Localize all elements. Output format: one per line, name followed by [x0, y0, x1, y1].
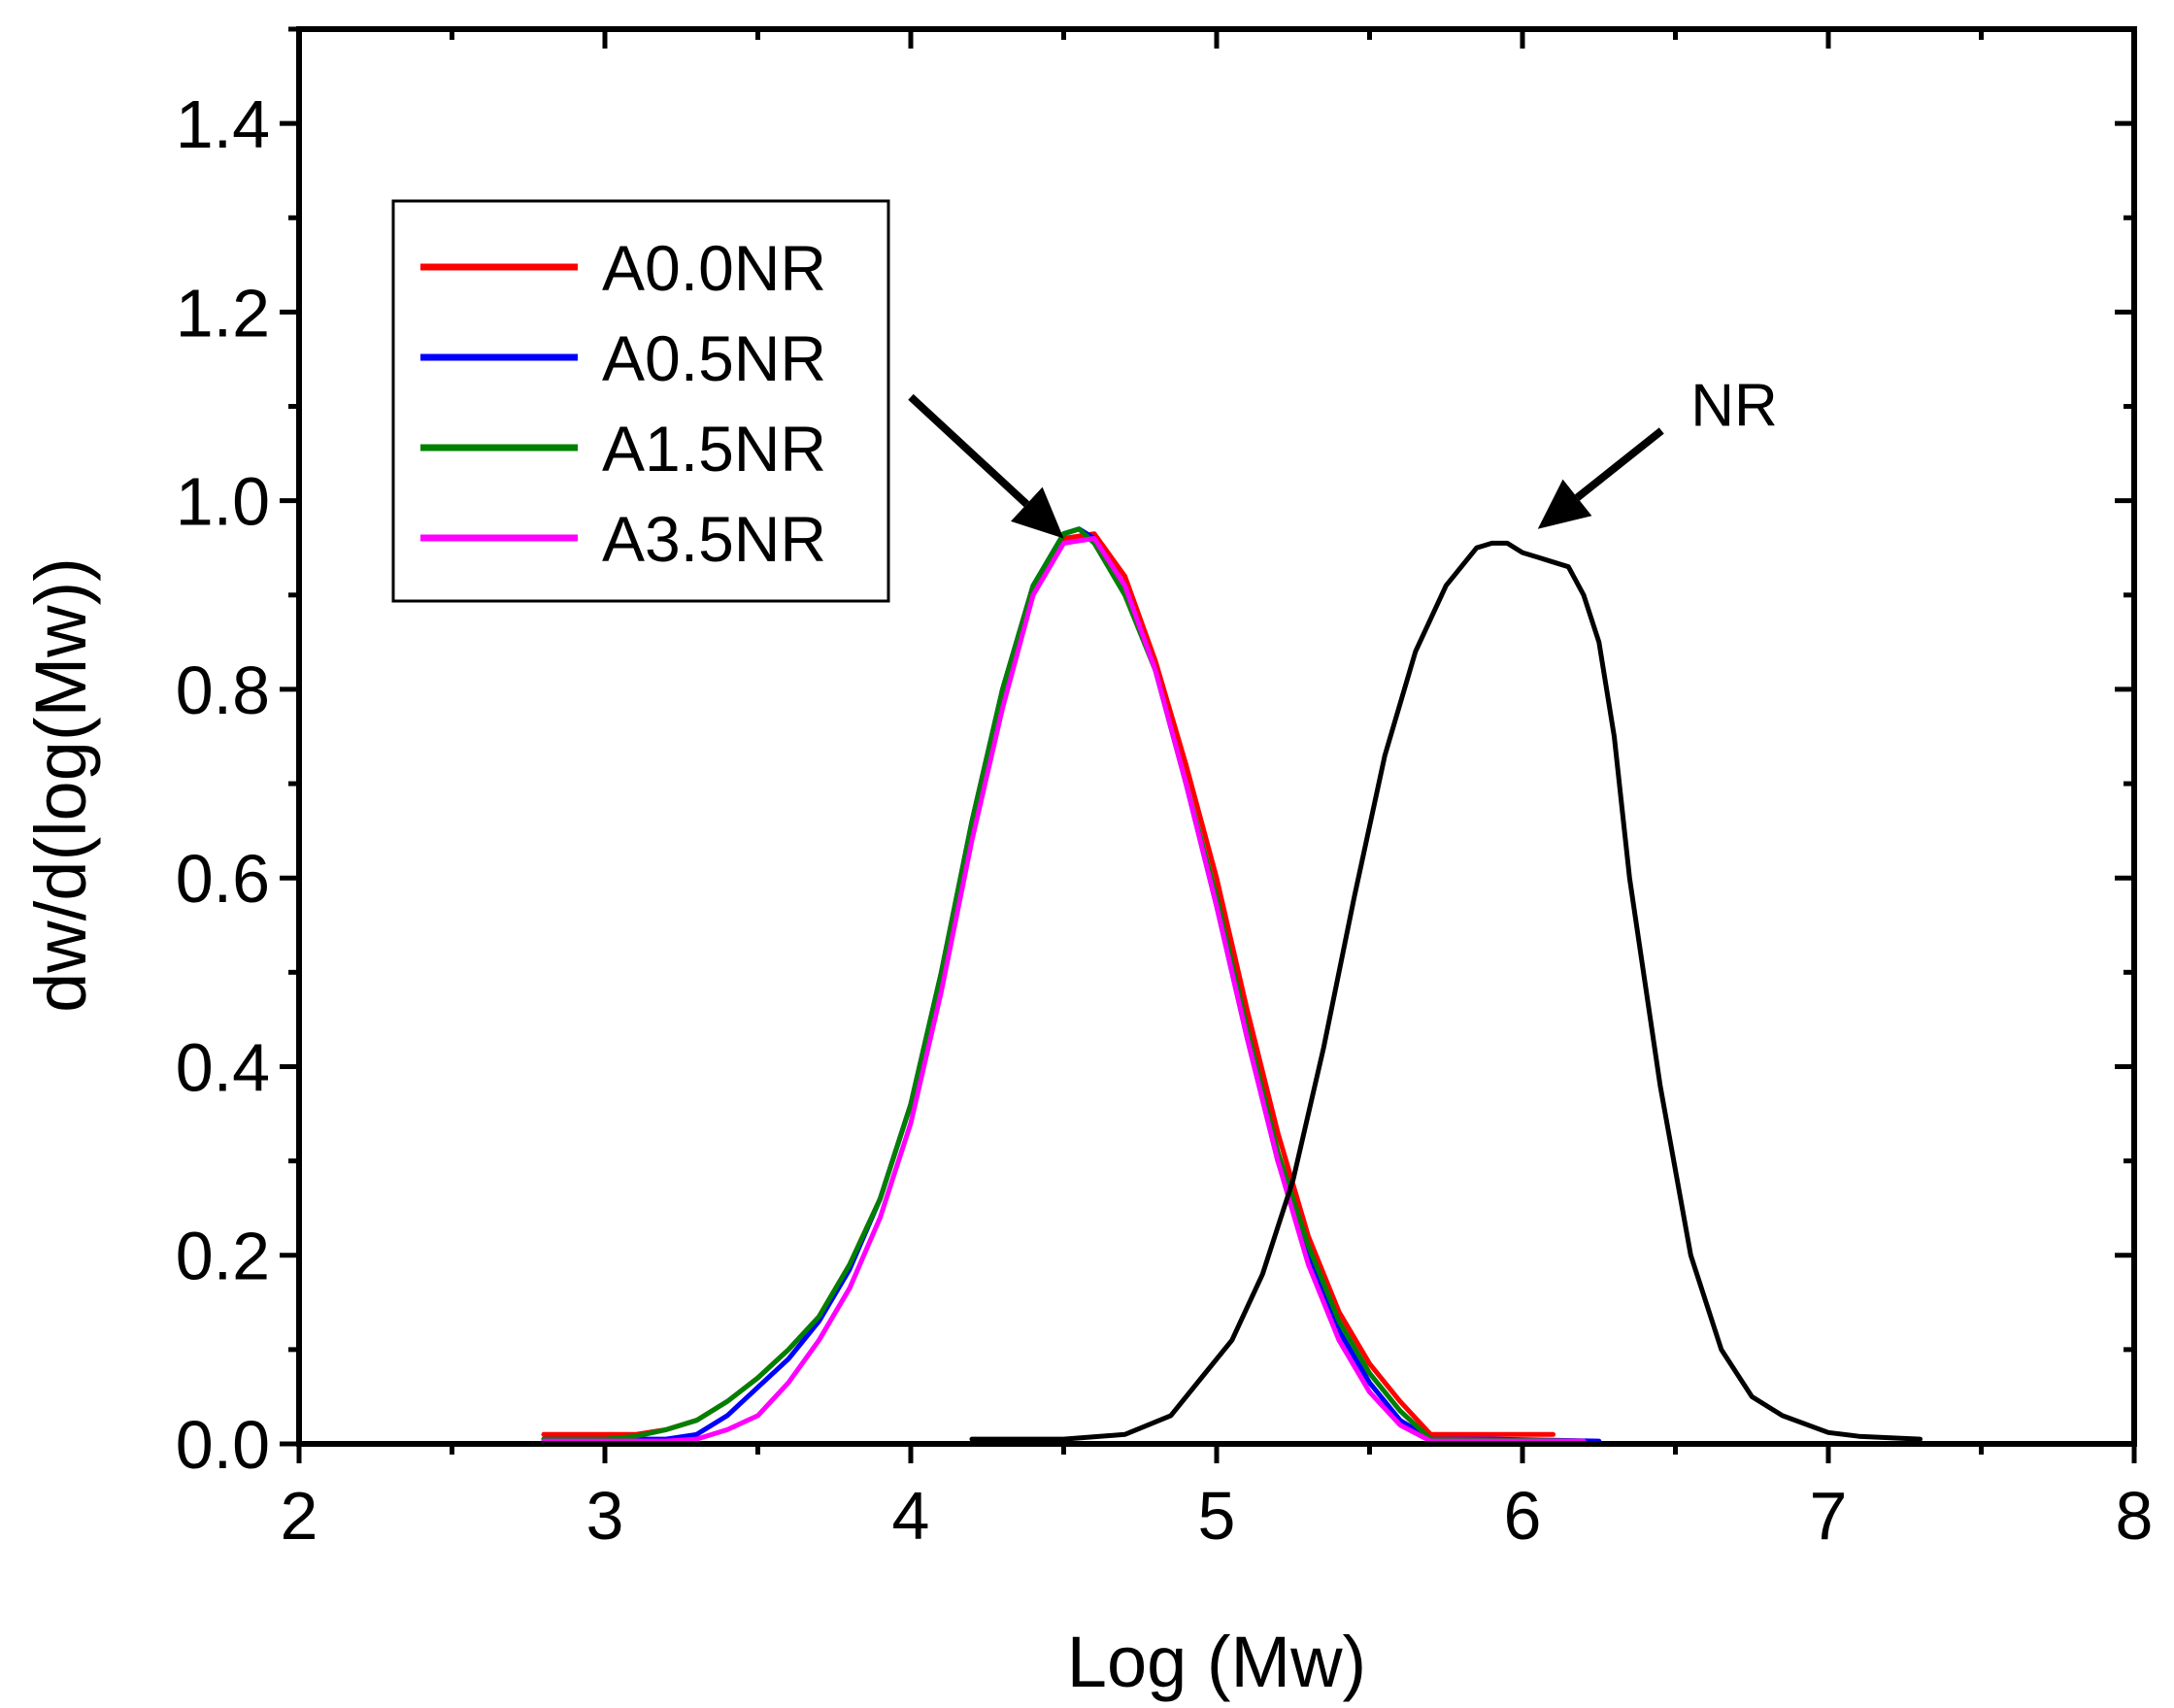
y-tick-label: 0.0: [176, 1407, 270, 1483]
x-tick-label: 7: [1810, 1478, 1848, 1554]
legend: A0.0NR A0.5NR A1.5NR A3.5NR: [391, 199, 890, 603]
y-tick-label: 0.8: [176, 653, 270, 728]
annotation-arrow-shaft: [1574, 427, 1664, 501]
annotations-layer: NR: [908, 373, 1778, 539]
legend-label: A0.5NR: [602, 322, 826, 394]
series-layer: [541, 526, 1923, 1444]
annotation-arrow-head: [1537, 479, 1592, 529]
series-line-a1-5nr: [541, 526, 1587, 1444]
x-tick-label: 5: [1198, 1478, 1236, 1554]
x-tick-label: 2: [281, 1478, 318, 1554]
y-tick-label: 0.4: [176, 1029, 270, 1105]
tick-labels-layer: 2 3 4 5 6 7 8 0.0 0.2 0.4 0.6 0.8 1.0 1.2 1.4: [176, 86, 2154, 1554]
legend-label: A3.5NR: [602, 503, 826, 575]
y-tick-label: 1.0: [176, 464, 270, 540]
x-axis-title: Log (Mw): [1067, 1622, 1366, 1702]
x-tick-label: 3: [586, 1478, 624, 1554]
series-line-nr: [969, 540, 1923, 1442]
y-tick-label: 0.6: [176, 841, 270, 917]
ticks-layer: [280, 26, 2137, 1463]
legend-label: A0.0NR: [602, 232, 826, 304]
series-line-a3-5nr: [541, 536, 1587, 1444]
y-axis-title: dw/d(log(Mw)): [20, 557, 101, 1013]
annotation-arrow-shaft: [908, 393, 1030, 508]
legend-label: A1.5NR: [602, 413, 826, 485]
x-tick-label: 6: [1504, 1478, 1542, 1554]
y-tick-label: 0.2: [176, 1219, 270, 1294]
x-tick-label: 8: [2116, 1478, 2154, 1554]
annotation-arrow-head: [1011, 486, 1064, 539]
annotation-label: NR: [1690, 373, 1778, 440]
y-tick-label: 1.4: [176, 86, 270, 162]
y-tick-label: 1.2: [176, 275, 270, 351]
x-tick-label: 4: [892, 1478, 930, 1554]
